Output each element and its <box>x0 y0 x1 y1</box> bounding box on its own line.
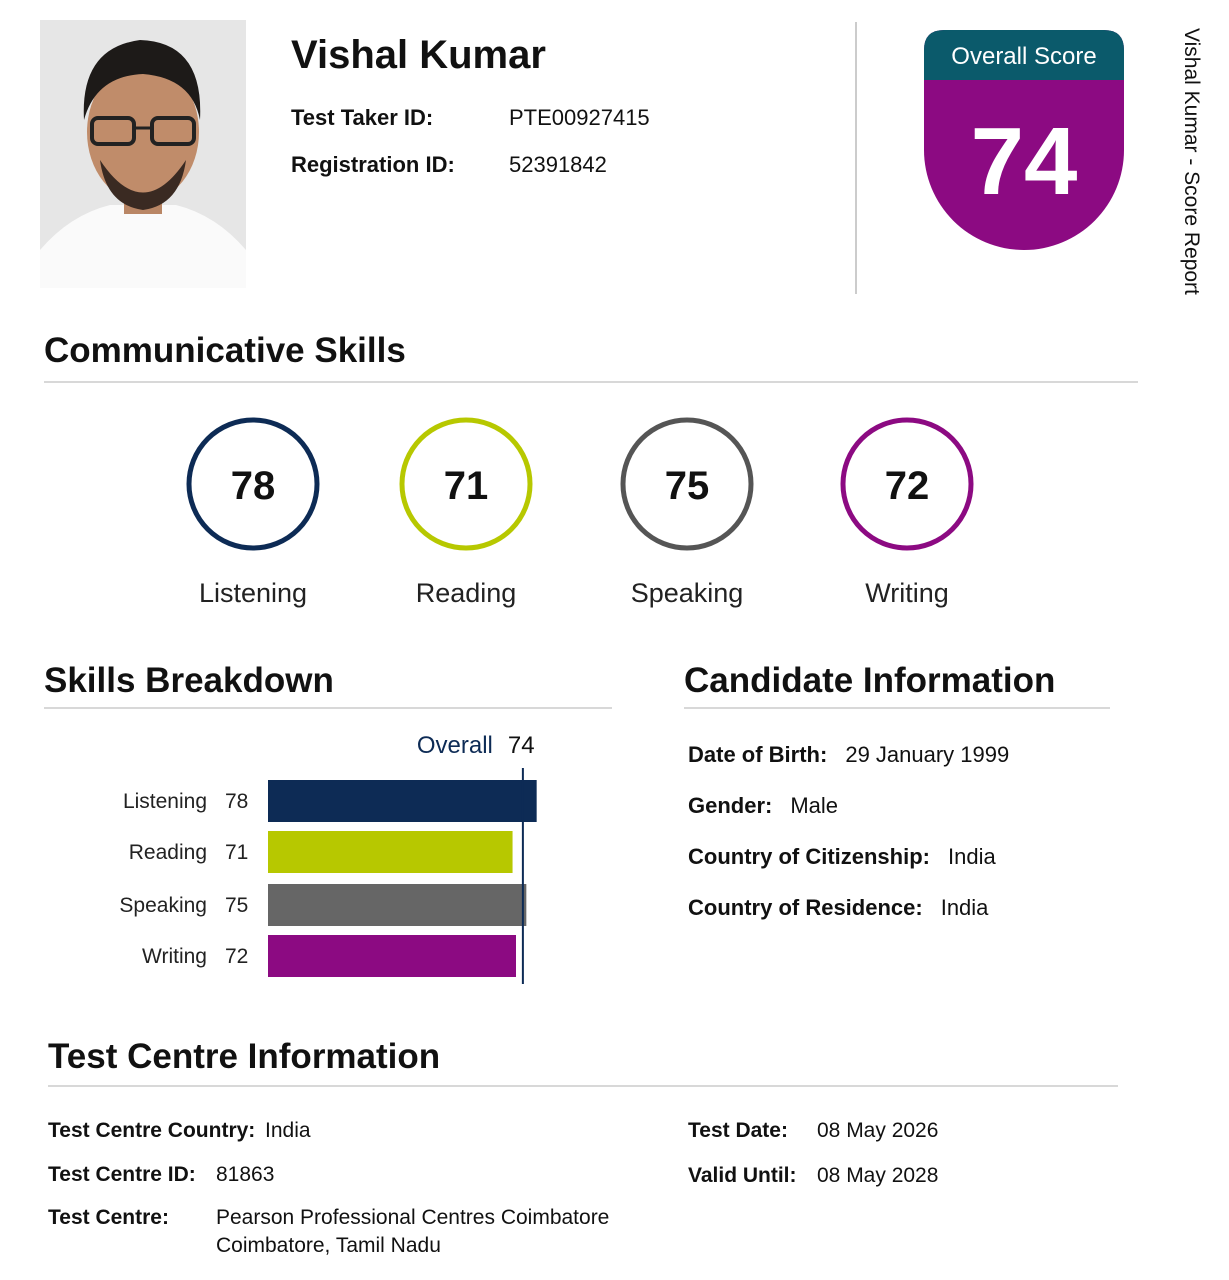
field-value: India <box>265 1119 311 1142</box>
test-centre-fields: Test Centre Country: India Test Centre ID:… <box>48 1119 938 1257</box>
field-value: PTE00927415 <box>509 105 650 130</box>
bar <box>268 935 516 977</box>
bar-value: 75 <box>225 894 248 917</box>
field-value: 08 May 2028 <box>817 1164 938 1187</box>
field-value: 29 January 1999 <box>845 742 1009 767</box>
field-value: Coimbatore, Tamil Nadu <box>216 1234 441 1257</box>
photo <box>40 20 246 288</box>
overall-value: 74 <box>508 732 535 759</box>
bar-label: Writing <box>142 945 207 968</box>
side-label: Vishal Kumar - Score Report <box>1180 28 1203 295</box>
skill-ring <box>399 417 533 551</box>
field-label: Test Centre: <box>48 1206 169 1229</box>
bar <box>268 780 537 822</box>
field-value: 52391842 <box>509 152 607 177</box>
field-label: Gender: <box>688 793 772 818</box>
candidate-name: Vishal Kumar <box>291 33 546 77</box>
skill-score: 71 <box>444 464 489 508</box>
field-value: Pearson Professional Centres Coimbatore <box>216 1206 609 1229</box>
field-value: India <box>941 895 989 920</box>
field-label: Country of Residence: <box>688 895 923 920</box>
bar <box>268 831 513 873</box>
skill-name: Listening <box>199 578 307 608</box>
bar-value: 78 <box>225 790 248 813</box>
overall-score: 74 <box>971 108 1078 215</box>
bar-label: Listening <box>123 790 207 813</box>
bar-label: Speaking <box>119 894 207 917</box>
skill-score: 78 <box>231 464 276 508</box>
field-value: 08 May 2026 <box>817 1119 938 1142</box>
field-value: Male <box>790 793 838 818</box>
field-label: Test Date: <box>688 1119 788 1142</box>
field-value: India <box>948 844 996 869</box>
bar-label: Reading <box>129 841 207 864</box>
field-label: Test Taker ID: <box>291 105 433 130</box>
field-label: Test Centre ID: <box>48 1163 196 1186</box>
skill-ring <box>840 417 974 551</box>
skill-score: 75 <box>665 464 710 508</box>
bar-value: 71 <box>225 841 248 864</box>
field-label: Valid Until: <box>688 1164 797 1187</box>
section-title: Skills Breakdown <box>44 661 334 700</box>
bar <box>268 884 527 926</box>
skill-ring <box>620 417 754 551</box>
section-title: Communicative Skills <box>44 331 406 370</box>
field-value: 81863 <box>216 1163 274 1186</box>
skill-score: 72 <box>885 464 930 508</box>
section-title: Candidate Information <box>684 661 1055 700</box>
section-title: Test Centre Information <box>48 1037 440 1076</box>
skill-name: Writing <box>865 578 949 608</box>
skill-name: Speaking <box>631 578 744 608</box>
candidate-fields: Date of Birth: 29 January 1999 Gender: Male… <box>688 742 1009 920</box>
skill-name: Reading <box>416 578 517 608</box>
field-label: Registration ID: <box>291 152 455 177</box>
skills-bar-chart: Listening 78 Reading 71 Speaking 75 Writing 72 O… <box>119 732 537 984</box>
field-label: Country of Citizenship: <box>688 844 930 869</box>
field-label: Test Centre Country: <box>48 1119 255 1142</box>
skill-ring <box>186 417 320 551</box>
skill-circles: 78 Listening 71 Reading 75 Speaking 72 Writing <box>186 417 974 608</box>
field-label: Date of Birth: <box>688 742 827 767</box>
bar-value: 72 <box>225 945 248 968</box>
overall-label: Overall <box>417 732 493 759</box>
overall-badge: Overall Score 74 <box>924 30 1124 250</box>
overall-title: Overall Score <box>951 43 1096 70</box>
